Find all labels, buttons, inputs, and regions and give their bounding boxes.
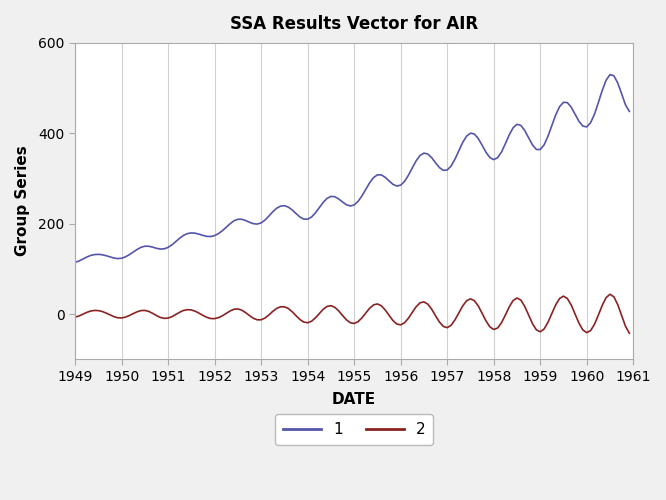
1 [606,72,614,78]
1 [110,255,118,261]
1 [71,260,79,266]
1 [525,135,533,141]
2 [466,296,474,302]
X-axis label: DATE: DATE [332,392,376,407]
Legend: 1, 2: 1, 2 [275,414,434,444]
Line: 1: 1 [75,74,629,262]
Line: 2: 2 [75,294,629,333]
Title: SSA Results Vector for AIR: SSA Results Vector for AIR [230,15,478,33]
2 [625,330,633,336]
2 [110,314,118,320]
2 [153,312,161,318]
1 [466,130,474,136]
2 [606,292,614,298]
2 [71,314,79,320]
Y-axis label: Group Series: Group Series [15,146,30,256]
2 [525,312,533,318]
2 [242,310,250,316]
1 [242,218,250,224]
2 [517,297,525,303]
1 [517,122,525,128]
1 [153,246,161,252]
1 [625,108,633,114]
